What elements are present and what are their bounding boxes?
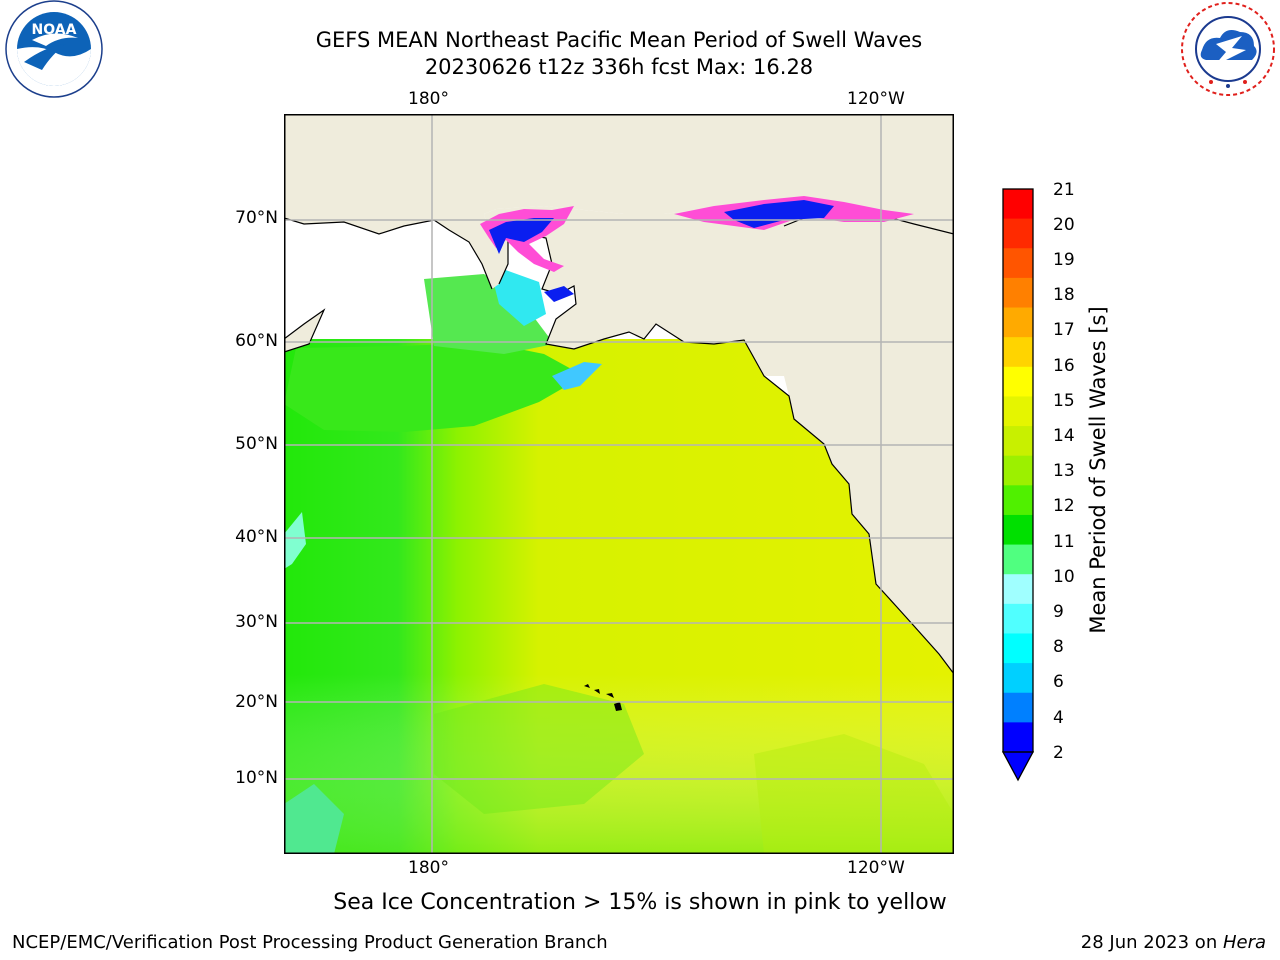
colorbar-cell: [1003, 277, 1033, 309]
nws-logo: [1176, 0, 1280, 100]
lat-label-70n: 70°N: [235, 208, 278, 228]
lat-label-60n: 60°N: [235, 331, 278, 351]
colorbar-svg: [1001, 188, 1035, 782]
lon-label-bottom-120w: 120°W: [847, 858, 905, 878]
colorbar-cell: [1003, 455, 1033, 486]
colorbar-tick-18: 18: [1053, 285, 1075, 305]
southeast-patch: [754, 734, 954, 854]
central-green-patch: [434, 684, 644, 814]
colorbar-cell: [1003, 366, 1033, 397]
colorbar-cell: [1003, 218, 1033, 249]
colorbar-cell: [1003, 337, 1033, 368]
colorbar-cell: [1003, 426, 1033, 457]
colorbar-extend-triangle: [1001, 751, 1035, 782]
map-gridlines: [284, 114, 954, 854]
colorbar-frame: [1002, 188, 1034, 753]
chukchi-ice: [489, 218, 554, 254]
noaa-logo-text: NOAA: [32, 22, 77, 38]
colorbar-cell: [1003, 574, 1033, 605]
colorbar-cell: [1003, 307, 1033, 338]
north-america-land: [484, 206, 954, 674]
colorbar-tick-4: 4: [1053, 708, 1064, 728]
noaa-logo: NOAA: [2, 0, 106, 100]
map-frame: [284, 114, 954, 854]
bristol-bay-field: [552, 362, 602, 390]
southwest-light-field: [284, 784, 344, 854]
footer-host: Hera: [1222, 932, 1266, 953]
lat-label-40n: 40°N: [235, 527, 278, 547]
bering-sea-field: [284, 342, 584, 432]
footer-date: 28 Jun 2023 on: [1080, 932, 1223, 953]
colorbar-cell: [1003, 544, 1033, 575]
colorbar-tick-14: 14: [1053, 426, 1075, 446]
colorbar-tick-2: 2: [1053, 743, 1064, 763]
colorbar-tick-11: 11: [1053, 532, 1075, 552]
colorbar-tick-10: 10: [1053, 567, 1075, 587]
kamchatka-coastline: [283, 308, 326, 353]
map-panel: [283, 114, 955, 854]
chart-title: GEFS MEAN Northeast Pacific Mean Period …: [315, 28, 923, 52]
colorbar-tick-8: 8: [1053, 637, 1064, 657]
footer-right: 28 Jun 2023 on Hera: [1081, 932, 1266, 953]
colorbar-tick-9: 9: [1053, 602, 1064, 622]
map-canvas: [283, 114, 955, 854]
colorbar-tick-16: 16: [1053, 356, 1075, 376]
colorbar-cell: [1003, 603, 1033, 634]
colorbar-cell: [1003, 633, 1033, 664]
colorbar-tick-21: 21: [1053, 180, 1075, 200]
sea-ice-note: Sea Ice Concentration > 15% is shown in …: [333, 890, 947, 915]
colorbar-tick-20: 20: [1053, 215, 1075, 235]
colorbar-tick-6: 6: [1053, 672, 1064, 692]
colorbar-cell: [1003, 248, 1033, 279]
colorbar-tick-17: 17: [1053, 320, 1075, 340]
lat-label-10n: 10°N: [235, 768, 278, 788]
lon-label-top-120w: 120°W: [847, 89, 905, 109]
colorbar-tick-19: 19: [1053, 250, 1075, 270]
norton-sound-field: [489, 264, 546, 326]
beaufort-ice: [724, 200, 834, 228]
colorbar-cell: [1003, 396, 1033, 427]
colorbar-cell: [1003, 514, 1033, 546]
lat-label-30n: 30°N: [235, 612, 278, 632]
west-edge-light: [284, 512, 306, 569]
lon-label-bottom-180: 180°: [408, 858, 449, 878]
colorbar: [1000, 186, 1036, 786]
arctic-land: [284, 114, 954, 289]
colorbar-tick-12: 12: [1053, 496, 1075, 516]
colorbar-cell: [1003, 189, 1033, 220]
colorbar-tick-15: 15: [1053, 391, 1075, 411]
colorbar-cell: [1003, 485, 1033, 516]
colorbar-cells: [1003, 189, 1033, 753]
bering-north-field: [424, 274, 554, 354]
asia-coastline: [283, 217, 493, 290]
colorbar-cell: [1003, 663, 1033, 694]
chart-subtitle: 20230626 t12z 336h fcst Max: 16.28: [424, 55, 814, 79]
colorbar-label: Mean Period of Swell Waves [s]: [1086, 306, 1110, 634]
lon-label-top-180: 180°: [408, 89, 449, 109]
colorbar-cell: [1003, 692, 1033, 723]
colorbar-tick-13: 13: [1053, 461, 1075, 481]
alaska-coastline: [498, 233, 955, 675]
lat-label-20n: 20°N: [235, 692, 278, 712]
colorbar-cell: [1003, 722, 1033, 753]
norton-ice: [544, 286, 574, 302]
footer-left: NCEP/EMC/Verification Post Processing Pr…: [12, 932, 608, 953]
hawaii-islands: [584, 684, 622, 711]
lat-label-50n: 50°N: [235, 434, 278, 454]
